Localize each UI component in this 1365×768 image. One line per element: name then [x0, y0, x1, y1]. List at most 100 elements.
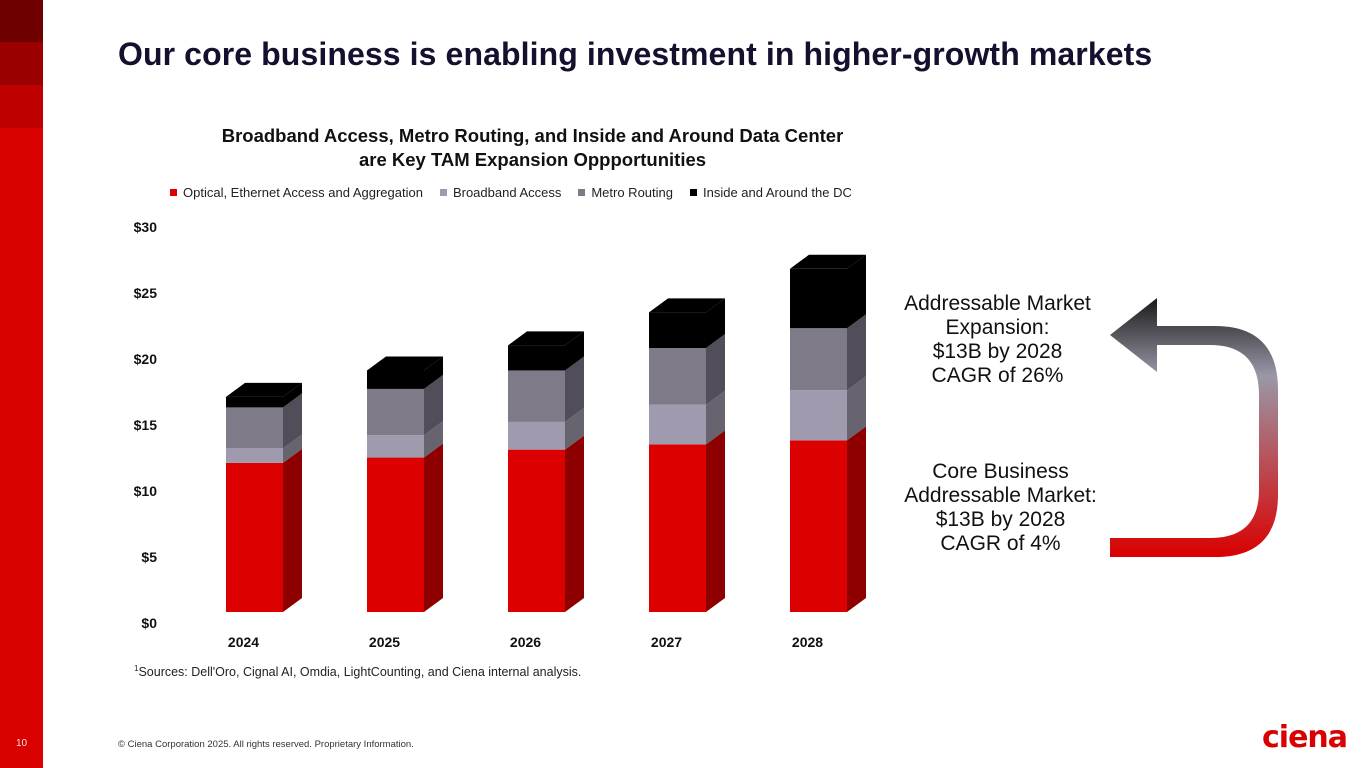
- bar-side-segment: [706, 430, 725, 612]
- bar-side-segment: [424, 356, 443, 389]
- bar-side-segment: [424, 443, 443, 612]
- bar-segment: [508, 449, 565, 612]
- bar-segment: [649, 312, 706, 348]
- bar-side-segment: [424, 374, 443, 436]
- bar-top-face: [508, 331, 584, 346]
- callout-line: CAGR of 4%: [940, 532, 1061, 555]
- bar-stack-2026: [508, 331, 584, 612]
- copyright: © Ciena Corporation 2025. All rights res…: [118, 739, 414, 750]
- bar-segment: [508, 345, 565, 371]
- bar-side-segment: [283, 434, 302, 463]
- bar-segment: [649, 348, 706, 405]
- bar-stack-2024: [226, 382, 302, 612]
- expansion-callout: Addressable Market Expansion: $13B by 20…: [895, 292, 1100, 388]
- bar-side-segment: [706, 390, 725, 445]
- y-tick-label: $5: [141, 549, 157, 565]
- sidebar-accent: 10: [0, 0, 43, 768]
- legend-label: Metro Routing: [591, 185, 673, 200]
- bar-stack-2028: [790, 254, 866, 612]
- bar-side-segment: [283, 393, 302, 449]
- bar-segment: [508, 370, 565, 422]
- bar-side-segment: [424, 421, 443, 458]
- legend-swatch: [170, 189, 177, 196]
- callout-line: Expansion:: [945, 316, 1050, 339]
- callout-line: $13B by 2028: [932, 340, 1063, 363]
- chart-title: Broadband Access, Metro Routing, and Ins…: [160, 124, 905, 172]
- bar-segment: [790, 390, 847, 441]
- legend-swatch: [439, 189, 447, 196]
- callout-line: Addressable Market: [904, 292, 1091, 315]
- callout-line: $13B by 2028: [935, 508, 1066, 531]
- y-tick-label: $20: [134, 351, 158, 367]
- legend-item: Broadband Access: [439, 185, 562, 200]
- bar-segment: [226, 462, 283, 612]
- y-tick-label: $10: [134, 483, 158, 499]
- legend-label: Optical, Ethernet Access and Aggregation: [183, 185, 423, 200]
- bar-segment: [790, 268, 847, 329]
- chart-title-line: Broadband Access, Metro Routing, and Ins…: [221, 125, 844, 146]
- legend-item: Optical, Ethernet Access and Aggregation: [170, 185, 423, 200]
- bar-segment: [367, 388, 424, 436]
- chart-legend: Optical, Ethernet Access and Aggregation…: [170, 185, 869, 200]
- callout-line: Core Business: [932, 460, 1069, 483]
- callout-line: Addressable Market:: [904, 484, 1097, 507]
- footnote-text: Sources: Dell'Oro, Cignal AI, Omdia, Lig…: [138, 665, 582, 680]
- sidebar-band: [0, 0, 43, 43]
- bar-side-segment: [847, 254, 866, 329]
- bar-stack-2025: [367, 356, 443, 612]
- legend-label: Inside and Around the DC: [703, 185, 852, 200]
- bar-segment: [367, 457, 424, 612]
- y-axis: $0 $5 $10 $15 $20 $25 $30: [134, 219, 158, 631]
- bar-top-face: [649, 298, 725, 313]
- bar-side-segment: [706, 298, 725, 348]
- callout-line: CAGR of 26%: [931, 364, 1064, 387]
- x-tick-label: 2024: [228, 634, 259, 650]
- bar-top-face: [367, 356, 443, 371]
- bar-side-segment: [565, 435, 584, 612]
- bar-side-segment: [565, 331, 584, 371]
- x-axis: 2024 2025 2026 2027 2028: [228, 634, 823, 650]
- legend-swatch: [578, 189, 586, 196]
- bar-side-segment: [847, 426, 866, 612]
- legend-item: Metro Routing: [578, 185, 673, 200]
- footnote: 1Sources: Dell'Oro, Cignal AI, Omdia, Li…: [134, 664, 581, 679]
- bar-segment: [649, 404, 706, 445]
- footnote-marker: 1: [134, 664, 139, 673]
- bar-segment: [649, 444, 706, 612]
- x-tick-label: 2027: [651, 634, 682, 650]
- x-tick-label: 2025: [369, 634, 400, 650]
- y-tick-label: $30: [134, 219, 158, 235]
- bar-side-segment: [283, 382, 302, 408]
- x-tick-label: 2028: [792, 634, 823, 650]
- bar-segment: [226, 407, 283, 449]
- legend-swatch: [690, 189, 697, 196]
- bar-segment: [790, 440, 847, 612]
- bars: [226, 254, 866, 612]
- core-callout: Core Business Addressable Market: $13B b…: [893, 460, 1108, 556]
- bar-side-segment: [565, 356, 584, 422]
- bar-segment: [367, 370, 424, 389]
- y-tick-label: $25: [134, 285, 158, 301]
- bar-top-face: [226, 382, 302, 397]
- curved-arrow-icon: [1110, 298, 1278, 557]
- bar-segment: [508, 421, 565, 450]
- bar-side-segment: [565, 407, 584, 450]
- bar-stack-2027: [649, 298, 725, 612]
- bar-side-segment: [847, 376, 866, 441]
- y-tick-label: $15: [134, 417, 158, 433]
- sidebar-band: [0, 85, 43, 128]
- page-number: 10: [15, 738, 28, 749]
- ciena-logo: ciena: [1262, 720, 1348, 755]
- legend-item: Inside and Around the DC: [690, 185, 852, 200]
- x-tick-label: 2026: [510, 634, 541, 650]
- chart-title-line: are Key TAM Expansion Oppportunities: [358, 149, 707, 170]
- legend-label: Broadband Access: [452, 185, 562, 200]
- bar-segment: [226, 448, 283, 463]
- y-tick-label: $0: [141, 615, 157, 631]
- bar-segment: [367, 435, 424, 458]
- bar-segment: [790, 328, 847, 391]
- bar-top-face: [790, 254, 866, 269]
- bar-side-segment: [283, 448, 302, 612]
- sidebar-band: [0, 42, 43, 85]
